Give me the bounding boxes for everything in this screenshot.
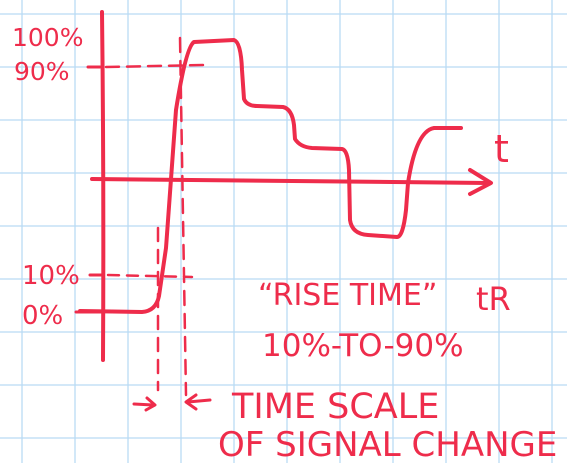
rise-time-range: 10%-TO-90%	[262, 328, 464, 364]
dash-vertical-90	[178, 36, 188, 397]
dash-line-90	[104, 63, 207, 69]
label-90-percent: 90%	[14, 57, 70, 86]
dash-line-10	[106, 273, 194, 279]
time-axis	[90, 177, 490, 185]
y-axis	[100, 10, 106, 362]
label-0-percent: 0%	[22, 301, 63, 331]
time-scale-line2: OF SIGNAL CHANGE	[218, 425, 557, 463]
time-axis-arrowhead	[468, 168, 493, 196]
left-arrow-marker	[132, 396, 157, 412]
right-arrow-marker	[184, 393, 212, 411]
label-10-percent: 10%	[22, 261, 80, 291]
rise-time-title: “RISE TIME”	[258, 278, 437, 313]
time-axis-label: t	[494, 127, 509, 171]
label-100-percent: 100%	[12, 23, 83, 52]
time-scale-line1: TIME SCALE	[231, 387, 439, 427]
rise-time-symbol: tR	[476, 280, 511, 318]
signal-waveform	[78, 38, 463, 314]
